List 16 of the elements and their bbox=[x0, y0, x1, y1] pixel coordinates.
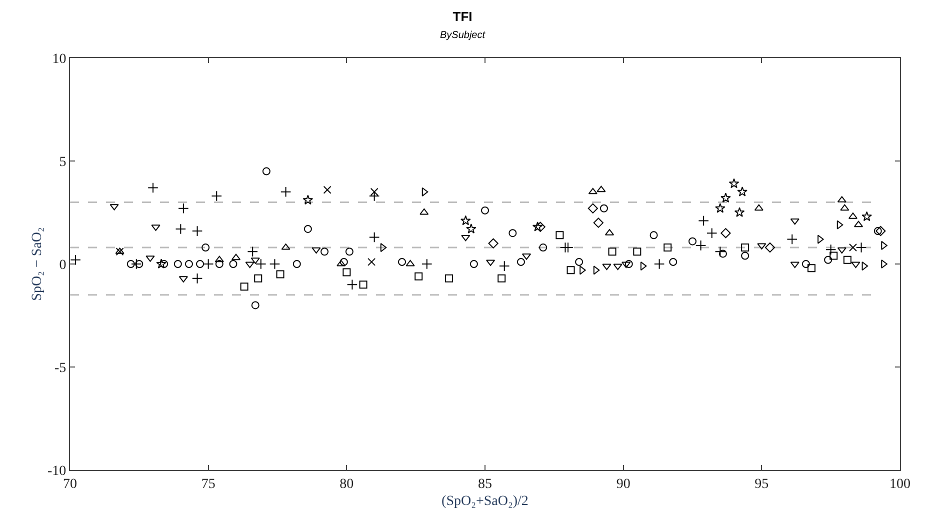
x-tick-label: 80 bbox=[340, 476, 354, 492]
y-tick-label: -10 bbox=[48, 464, 66, 479]
y-tick-label: 5 bbox=[59, 154, 66, 170]
chart-subtitle: BySubject bbox=[440, 30, 486, 41]
x-tick-label: 70 bbox=[63, 476, 77, 492]
chart-title: TFI bbox=[452, 9, 472, 24]
x-tick-label: 100 bbox=[890, 476, 910, 492]
y-tick-label: 0 bbox=[59, 258, 66, 273]
x-tick-label: 85 bbox=[478, 476, 492, 492]
x-tick-label: 95 bbox=[754, 476, 769, 492]
x-tick-label: 75 bbox=[201, 476, 216, 492]
y-axis-title: SpO₂ − SaO₂ bbox=[30, 227, 46, 301]
y-tick-label: -5 bbox=[54, 360, 66, 376]
x-tick-label: 90 bbox=[616, 476, 630, 492]
x-axis-title: (SpO₂+SaO₂)/2 bbox=[442, 494, 528, 510]
y-tick-label: 10 bbox=[52, 52, 66, 67]
